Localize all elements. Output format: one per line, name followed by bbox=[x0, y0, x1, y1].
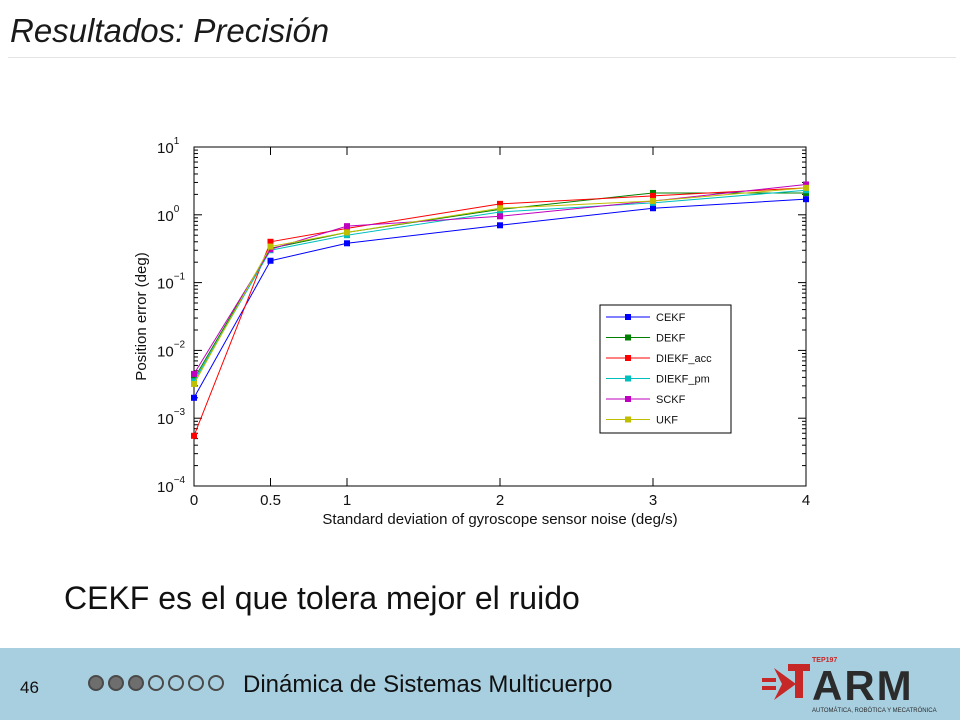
legend-box bbox=[599, 304, 732, 434]
page-number: 46 bbox=[20, 678, 39, 697]
progress-dot-empty bbox=[168, 675, 184, 691]
y-tick-label: 101 bbox=[157, 136, 180, 157]
data-point bbox=[497, 213, 503, 220]
title-divider bbox=[8, 57, 956, 58]
legend-label: DEKF bbox=[656, 333, 686, 345]
data-point bbox=[191, 394, 197, 401]
progress-dot-filled bbox=[128, 675, 144, 691]
legend-marker bbox=[625, 416, 631, 423]
x-tick-label: 3 bbox=[649, 492, 657, 509]
data-point bbox=[344, 223, 350, 230]
y-tick-label: 10−1 bbox=[157, 272, 186, 293]
progress-dot-empty bbox=[148, 675, 164, 691]
legend-marker bbox=[625, 396, 631, 402]
data-point bbox=[497, 222, 503, 229]
x-tick-label: 2 bbox=[496, 492, 504, 509]
data-point bbox=[803, 181, 809, 188]
position-error-chart: 101 100 10−1 10−2 10−3 10−40 0.5 1 2 3 4 Standard d… bbox=[133, 136, 810, 528]
data-point bbox=[650, 192, 656, 199]
svg-text:TEP197: TEP197 bbox=[812, 657, 837, 664]
data-point bbox=[344, 229, 350, 236]
progress-dot-filled bbox=[108, 675, 124, 691]
series-line bbox=[193, 189, 807, 382]
progress-dot-empty bbox=[208, 675, 224, 691]
data-point bbox=[267, 257, 274, 264]
legend-label: CEKF bbox=[656, 312, 686, 324]
series-line bbox=[193, 198, 807, 399]
arm-logo: TEP197 ARM AUTOMÁTICA, ROBÓTICA Y MECATR… bbox=[762, 657, 937, 714]
slide-title: Resultados: Precisión bbox=[10, 12, 330, 49]
footer-title: Dinámica de Sistemas Multicuerpo bbox=[243, 671, 613, 698]
data-point bbox=[497, 205, 503, 212]
data-point bbox=[191, 380, 197, 387]
slide-remark: CEKF es el que tolera mejor el ruido bbox=[64, 580, 580, 616]
x-axis-label: Standard deviation of gyroscope sensor n… bbox=[322, 511, 677, 528]
x-tick-label: 0.5 bbox=[260, 492, 281, 509]
legend-label: UKF bbox=[656, 415, 678, 427]
data-point bbox=[267, 243, 274, 250]
data-point bbox=[803, 184, 809, 191]
x-tick-label: 4 bbox=[802, 492, 810, 509]
data-point bbox=[803, 196, 809, 203]
progress-dot-filled bbox=[88, 675, 104, 691]
data-point bbox=[267, 238, 274, 245]
data-point bbox=[497, 200, 503, 207]
legend-label: DIEKF_acc bbox=[656, 353, 712, 365]
y-tick-label: 10−2 bbox=[157, 339, 186, 360]
y-axis-label: Position error (deg) bbox=[133, 252, 150, 380]
legend-label: DIEKF_pm bbox=[656, 374, 710, 386]
x-tick-label: 0 bbox=[190, 492, 198, 509]
series-ukf bbox=[191, 184, 809, 387]
y-tick-label: 10−4 bbox=[157, 475, 186, 496]
series-line bbox=[193, 187, 807, 436]
series-line bbox=[193, 187, 807, 385]
series-cekf bbox=[191, 196, 809, 401]
progress-dot-empty bbox=[188, 675, 204, 691]
data-point bbox=[650, 205, 656, 212]
legend-marker bbox=[625, 334, 631, 341]
data-point bbox=[650, 197, 656, 204]
progress-dots bbox=[88, 675, 224, 691]
data-point bbox=[191, 370, 197, 377]
legend-marker bbox=[625, 375, 631, 382]
data-point bbox=[191, 432, 197, 439]
legend-label: SCKF bbox=[656, 394, 686, 406]
legend-marker bbox=[625, 355, 631, 361]
svg-text:AUTOMÁTICA, ROBÓTICA Y MECATRÓ: AUTOMÁTICA, ROBÓTICA Y MECATRÓNICA bbox=[812, 707, 937, 714]
footer-bar: 46 Dinámica de Sistemas Multicuerpo TEP1… bbox=[0, 648, 960, 720]
data-point bbox=[344, 240, 350, 247]
x-tick-label: 1 bbox=[343, 492, 351, 509]
y-tick-label: 100 bbox=[157, 204, 180, 225]
svg-text:ARM: ARM bbox=[812, 662, 914, 709]
y-tick-label: 10−3 bbox=[157, 407, 186, 428]
legend-marker bbox=[625, 314, 631, 320]
data-point bbox=[497, 208, 503, 215]
